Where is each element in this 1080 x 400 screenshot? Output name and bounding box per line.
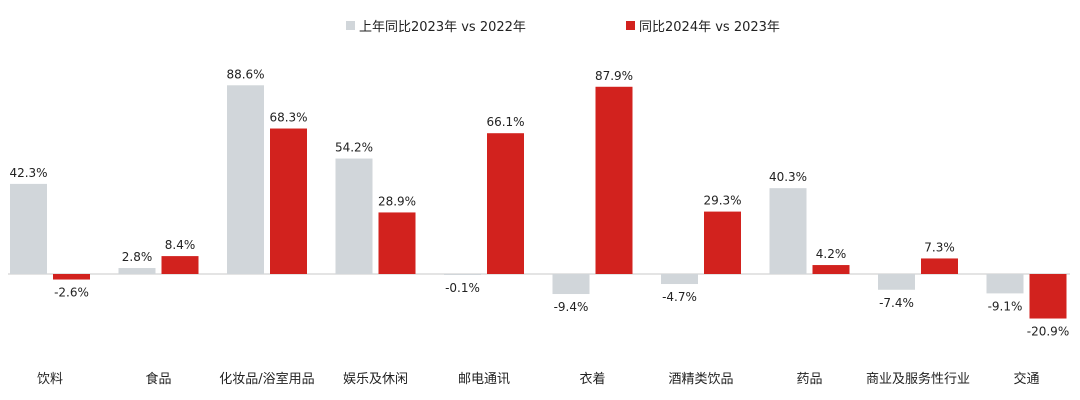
legend-swatch-series-2 <box>626 21 635 30</box>
data-label-series-1-7: 40.3% <box>769 170 807 184</box>
data-label-series-1-3: 54.2% <box>335 141 373 155</box>
bar-series-2-4 <box>487 133 524 274</box>
data-label-series-2-2: 68.3% <box>269 111 307 125</box>
bar-series-2-1 <box>161 256 199 274</box>
category-label-7: 药品 <box>796 372 822 387</box>
legend-swatch-series-1 <box>346 21 355 30</box>
bar-series-2-5 <box>595 86 633 274</box>
data-label-series-1-9: -9.1% <box>988 299 1023 313</box>
data-label-series-1-2: 88.6% <box>226 67 264 81</box>
data-label-series-2-4: 66.1% <box>486 115 524 129</box>
bar-series-2-3 <box>378 212 416 274</box>
legend-label-series-1: 上年同比2023年 vs 2022年 <box>359 20 526 35</box>
category-label-0: 饮料 <box>37 372 63 387</box>
data-label-series-1-4: -0.1% <box>445 281 480 295</box>
legend-item-series-1: 上年同比2023年 vs 2022年 <box>346 16 526 35</box>
data-label-series-1-8: -7.4% <box>879 296 914 310</box>
data-label-series-1-1: 2.8% <box>122 250 153 264</box>
legend-item-series-2: 同比2024年 vs 2023年 <box>626 16 780 35</box>
category-label-8: 商业及服务性行业 <box>866 371 970 387</box>
bar-series-2-7 <box>812 265 850 274</box>
bar-series-1-8 <box>878 274 915 290</box>
category-label-3: 娱乐及休闲 <box>343 372 408 387</box>
data-label-series-1-5: -9.4% <box>554 300 589 314</box>
bar-series-2-6 <box>704 211 741 274</box>
bar-series-2-8 <box>921 258 958 274</box>
category-label-4: 邮电通讯 <box>458 372 510 387</box>
bar-series-1-9 <box>986 274 1024 294</box>
bar-series-1-5 <box>552 274 590 295</box>
bar-series-1-3 <box>335 158 373 274</box>
data-label-series-2-0: -2.6% <box>54 286 89 300</box>
category-label-2: 化妆品/浴室用品 <box>219 371 314 387</box>
category-label-6: 酒精类饮品 <box>668 372 733 387</box>
bar-series-2-2 <box>270 128 307 274</box>
legend-label-series-2: 同比2024年 vs 2023年 <box>639 20 780 35</box>
data-label-series-2-6: 29.3% <box>703 194 741 208</box>
category-label-5: 衣着 <box>579 371 605 387</box>
data-label-series-2-8: 7.3% <box>924 240 955 254</box>
data-label-series-2-5: 87.9% <box>595 69 633 83</box>
data-label-series-2-9: -20.9% <box>1027 325 1069 339</box>
bar-series-1-6 <box>661 274 698 285</box>
data-label-series-2-1: 8.4% <box>165 238 196 252</box>
data-label-series-2-7: 4.2% <box>816 247 847 261</box>
bar-series-2-9 <box>1029 274 1067 319</box>
data-label-series-2-3: 28.9% <box>378 194 416 208</box>
bar-series-1-2 <box>227 85 264 274</box>
legend: 上年同比2023年 vs 2022年 同比2024年 vs 2023年 <box>0 16 1080 38</box>
bar-series-2-0 <box>53 274 90 280</box>
bar-series-1-1 <box>118 268 156 274</box>
category-label-9: 交通 <box>1013 371 1039 387</box>
category-label-1: 食品 <box>145 371 171 387</box>
bar-series-1-0 <box>10 183 47 274</box>
bar-series-1-7 <box>769 188 807 274</box>
bar-series-1-4 <box>444 274 481 275</box>
data-label-series-1-6: -4.7% <box>662 290 697 304</box>
data-label-series-1-0: 42.3% <box>9 166 47 180</box>
